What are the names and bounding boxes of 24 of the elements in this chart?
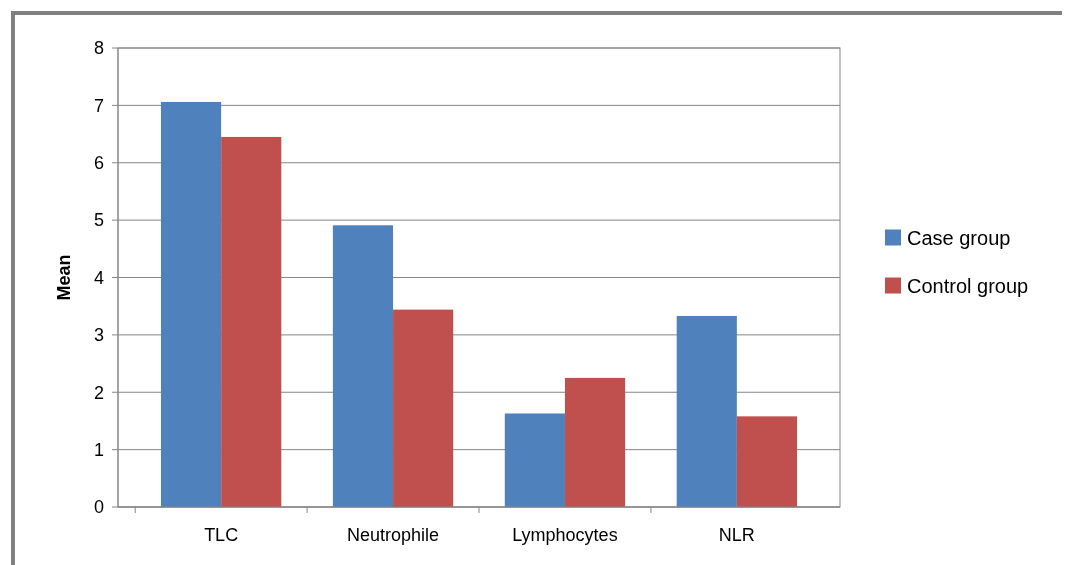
y-tick-label: 5: [93, 210, 104, 231]
y-tick-label: 0: [93, 497, 104, 518]
bar: [332, 225, 394, 507]
bar: [504, 413, 565, 507]
y-tick-label: 7: [93, 95, 104, 116]
y-tick-label: 3: [93, 325, 104, 346]
bar: [393, 309, 454, 507]
legend-label: Case group: [907, 226, 1011, 249]
y-tick-label: 6: [93, 153, 104, 174]
y-tick-label: 2: [93, 382, 104, 403]
y-axis-title: Mean: [54, 254, 74, 301]
y-tick-label: 4: [93, 267, 104, 288]
x-tick-label: Neutrophile: [347, 525, 440, 545]
x-tick-label: NLR: [718, 525, 755, 545]
bar: [676, 315, 737, 507]
bar: [160, 101, 222, 507]
x-tick-label: Lymphocytes: [512, 525, 618, 545]
legend-label: Control group: [907, 274, 1029, 297]
bar: [736, 416, 798, 507]
y-tick-label: 8: [93, 38, 104, 59]
x-tick-label: TLC: [204, 525, 239, 545]
bar: [221, 136, 282, 507]
y-tick-label: 1: [93, 439, 104, 460]
bar: [564, 377, 626, 507]
